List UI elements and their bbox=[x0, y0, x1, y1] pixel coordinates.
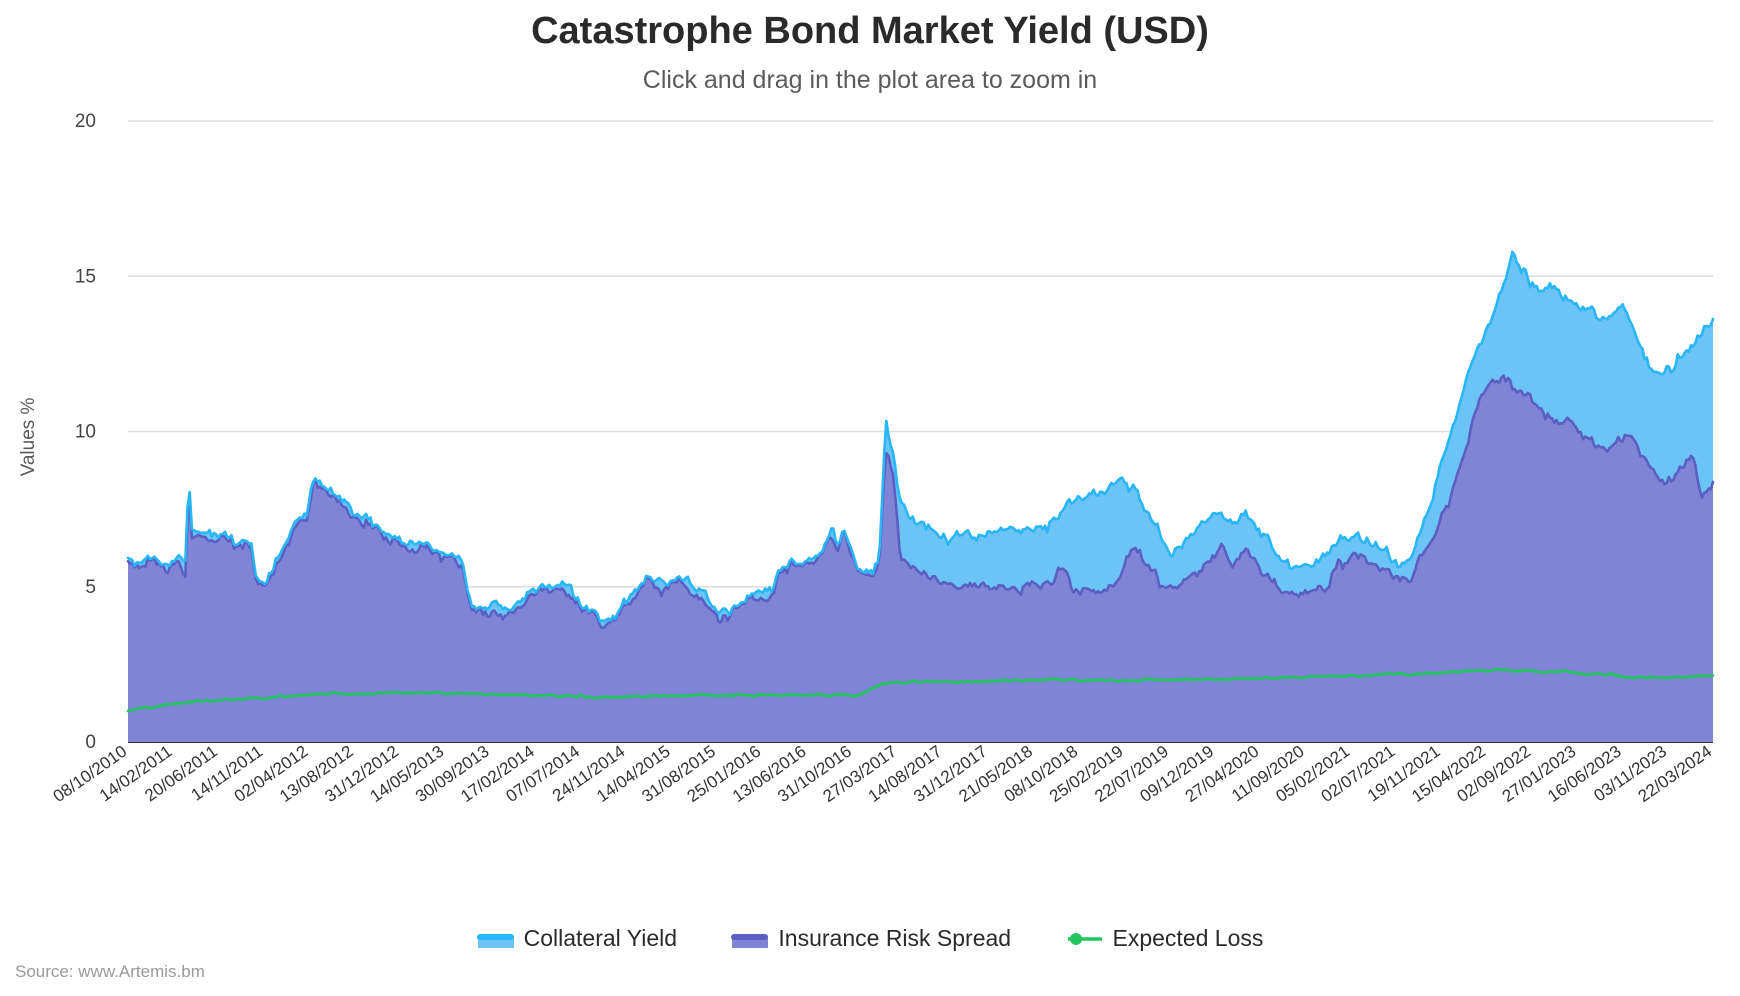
svg-text:5: 5 bbox=[85, 577, 96, 598]
svg-text:20: 20 bbox=[75, 111, 96, 132]
svg-text:15: 15 bbox=[75, 266, 96, 287]
svg-text:0: 0 bbox=[85, 732, 96, 753]
svg-text:10: 10 bbox=[75, 422, 96, 443]
svg-text:Values %: Values % bbox=[18, 397, 39, 476]
